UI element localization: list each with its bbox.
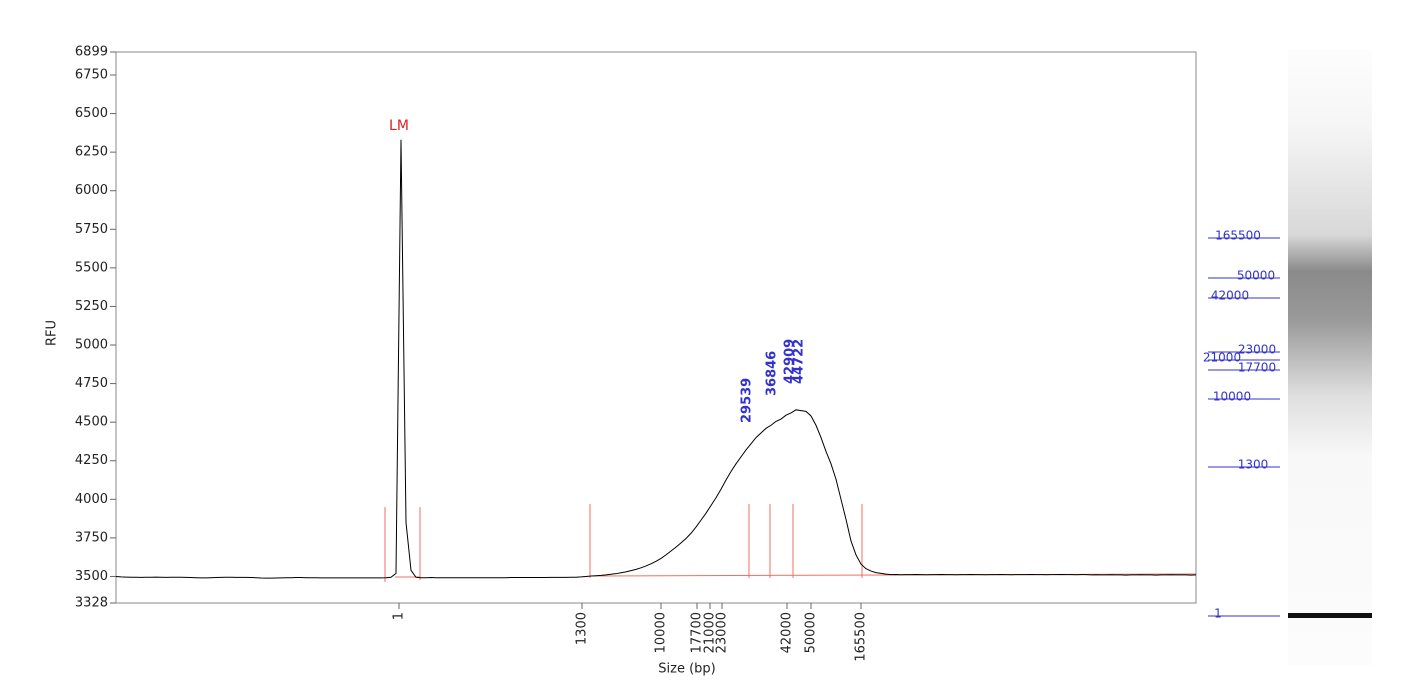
y-tick-label: 3750 <box>75 530 108 545</box>
marker-label: LM <box>389 118 409 134</box>
y-tick-label: 6500 <box>75 106 108 121</box>
x-tick-label: 10000 <box>654 612 669 653</box>
y-tick-label: 3328 <box>75 596 108 611</box>
x-tick-label: 1 <box>392 612 407 620</box>
x-tick-label: 42000 <box>780 612 795 653</box>
ladder-label: 165500 <box>1215 229 1261 243</box>
gel-band <box>1288 613 1372 618</box>
x-tick-label: 23000 <box>715 612 730 653</box>
ladder-label: 10000 <box>1213 390 1251 404</box>
ladder-label: 23000 <box>1238 343 1276 357</box>
y-tick-label: 6899 <box>75 45 108 60</box>
y-tick-label: 5000 <box>75 338 108 353</box>
peak-label: 44722 <box>792 339 807 384</box>
y-tick-label: 6000 <box>75 183 108 198</box>
y-tick-label: 3500 <box>75 569 108 584</box>
ladder-label: 21000 <box>1203 351 1241 365</box>
gel-lane <box>1288 50 1372 665</box>
ladder-label: 1300 <box>1238 458 1269 472</box>
y-tick-label: 6250 <box>75 145 108 160</box>
x-tick-label: 17700 <box>690 612 705 653</box>
ladder-label: 42000 <box>1211 289 1249 303</box>
range-markers <box>384 504 1197 582</box>
ladder-label: 17700 <box>1238 361 1276 375</box>
y-tick-label: 5750 <box>75 222 108 237</box>
x-axis-label: Size (bp) <box>658 662 715 677</box>
y-tick-label: 5250 <box>75 299 108 314</box>
y-tick-label: 6750 <box>75 67 108 82</box>
y-tick-label: 4000 <box>75 492 108 507</box>
x-tick-label: 1300 <box>575 612 590 645</box>
peak-label: 42909 <box>783 339 798 384</box>
peak-label: 36846 <box>765 351 780 396</box>
y-tick-label: 4750 <box>75 376 108 391</box>
y-tick-label: 4500 <box>75 415 108 430</box>
ladder-label: 1 <box>1214 607 1222 621</box>
x-tick-label: 50000 <box>804 612 819 653</box>
plot-frame <box>115 51 1197 604</box>
peak-label: 29539 <box>740 378 755 423</box>
x-tick-label: 165500 <box>854 612 869 662</box>
ladder-label: 50000 <box>1237 269 1275 283</box>
trace <box>115 139 1197 579</box>
y-tick-label: 4250 <box>75 453 108 468</box>
y-axis-label: RFU <box>45 320 60 346</box>
x-tick-label: 21000 <box>703 612 718 653</box>
y-tick-label: 5500 <box>75 260 108 275</box>
